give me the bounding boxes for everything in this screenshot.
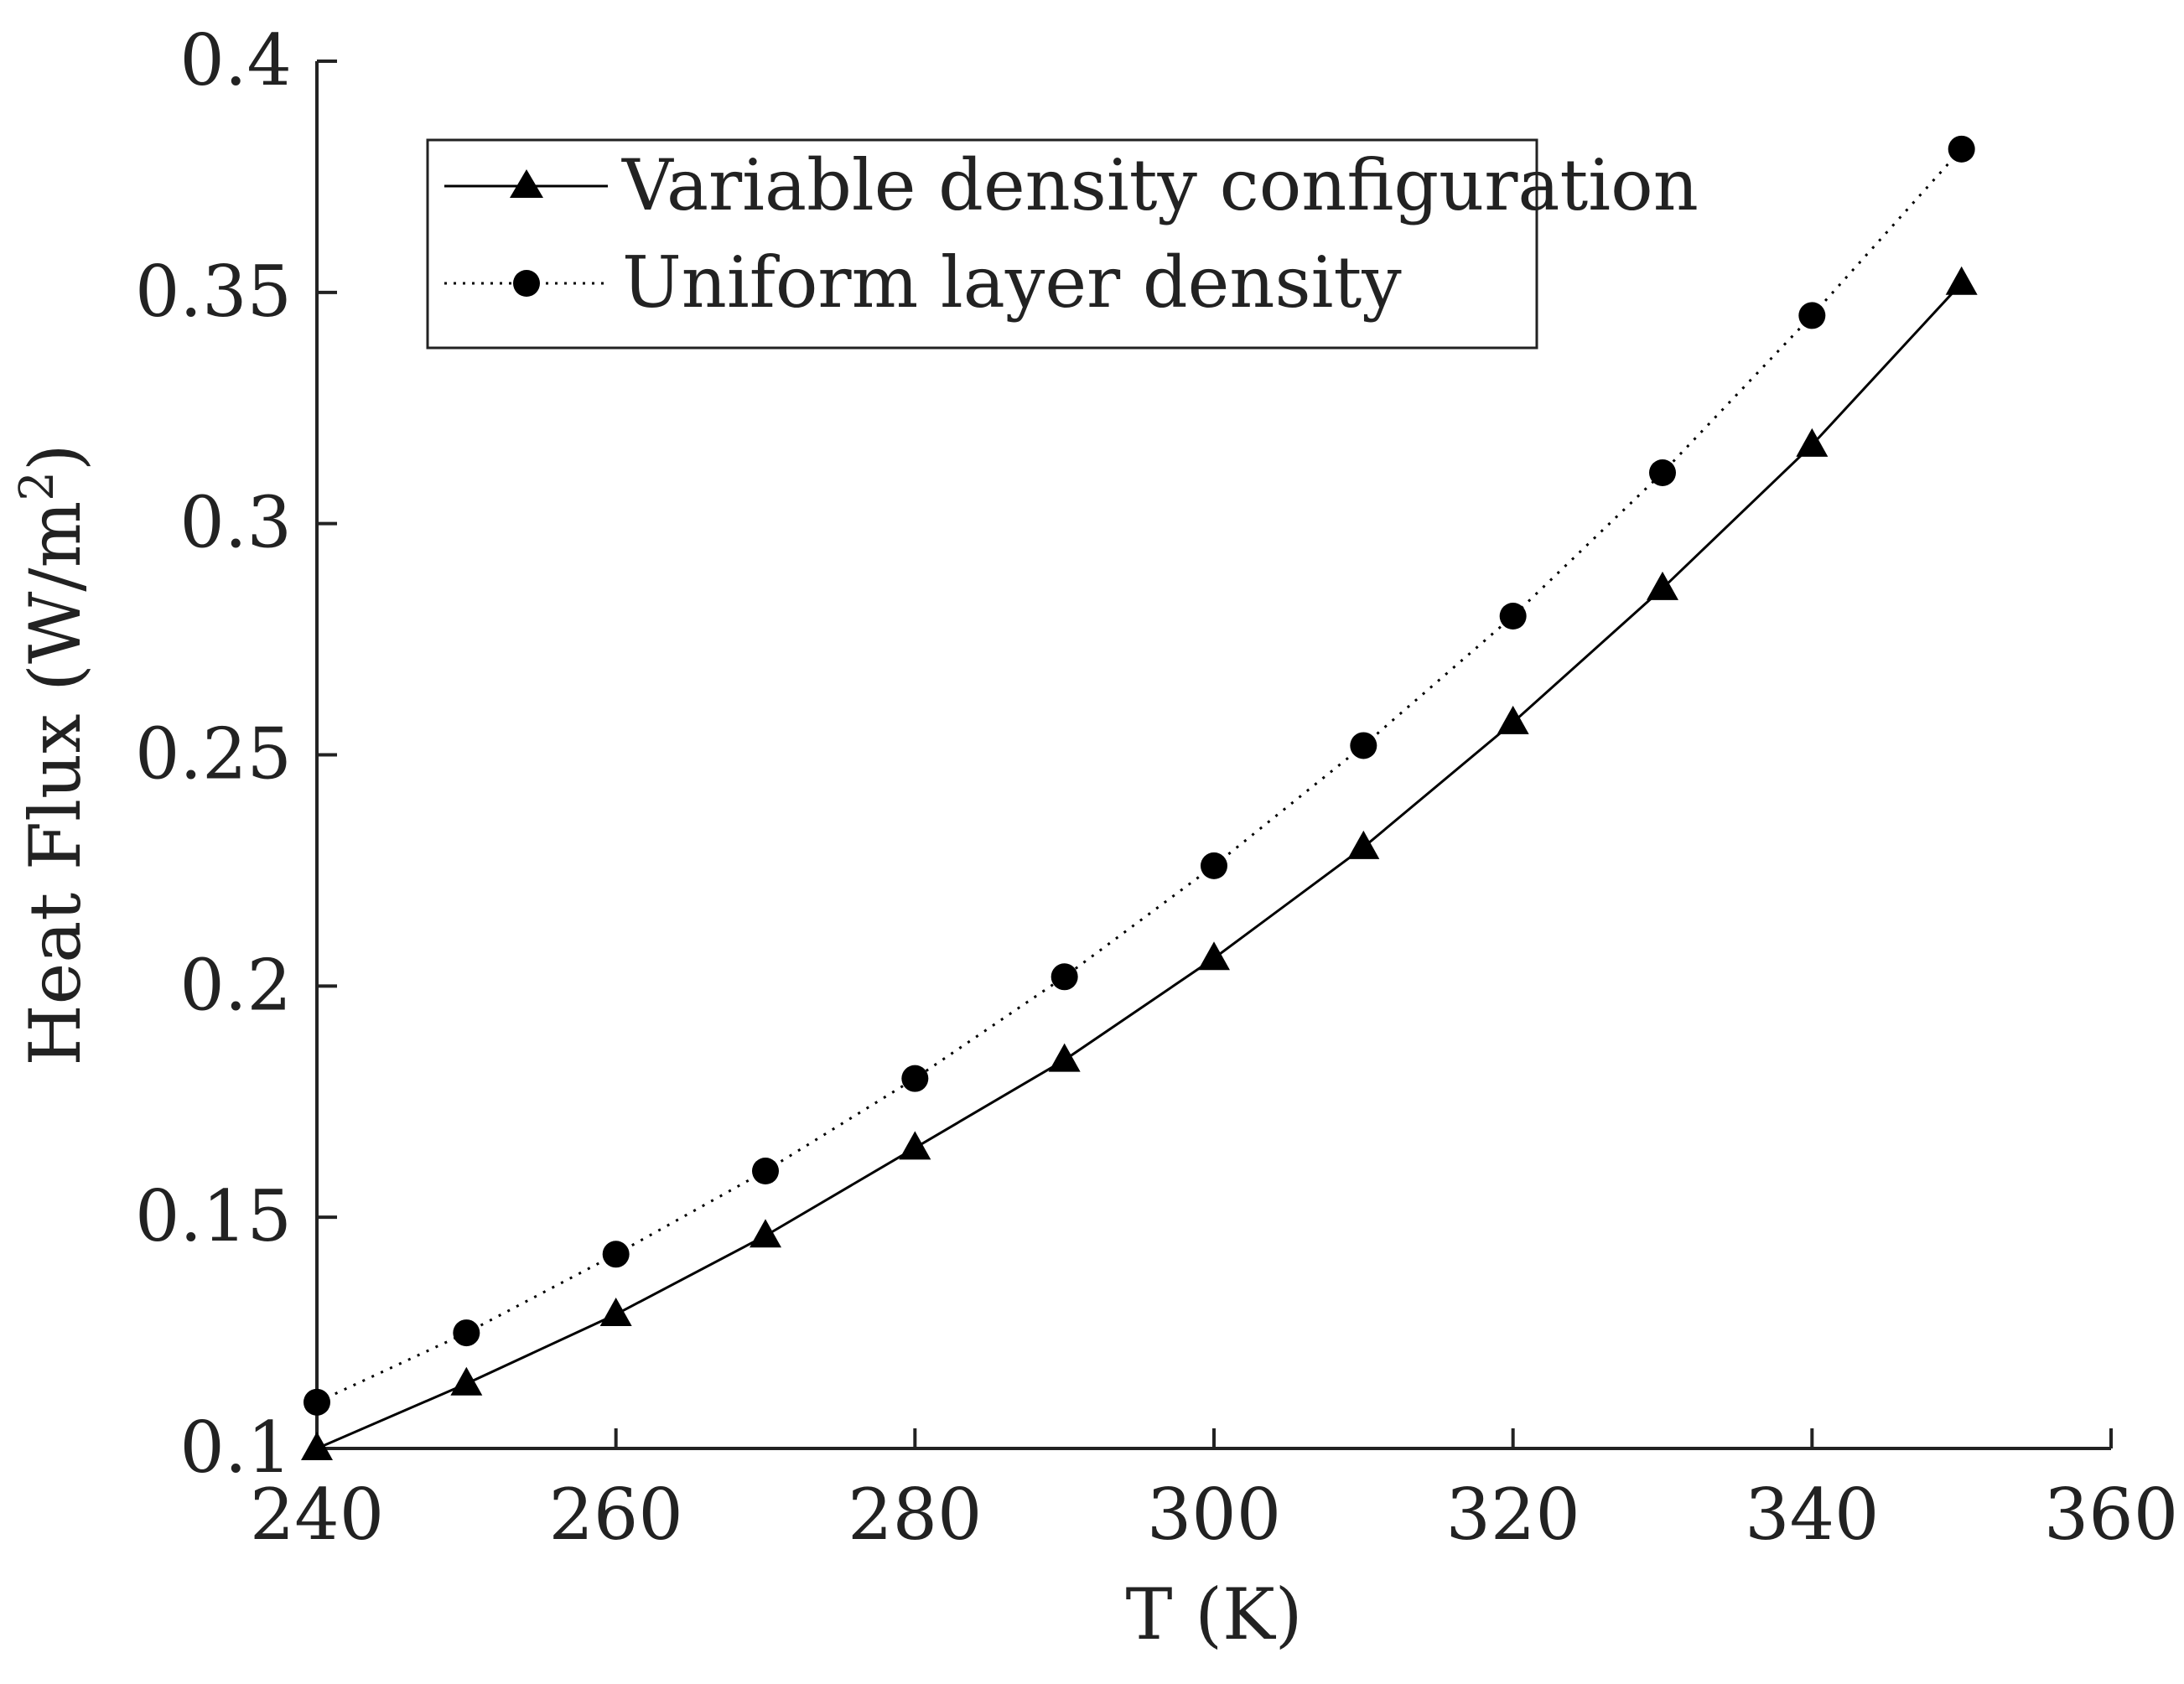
data-point-circle [752,1158,779,1184]
data-point-circle [1948,135,1975,163]
x-tick-label: 240 [250,1474,384,1556]
data-point-circle [1050,963,1078,991]
x-axis-title: T (K) [1125,1573,1302,1656]
x-tick-label: 320 [1445,1474,1580,1556]
data-point-triangle [1497,705,1529,734]
y-axis-title-superscript: 2 [10,471,65,501]
legend-label-variable-density: Variable density configuration [621,144,1699,226]
x-tick-label: 300 [1147,1474,1281,1556]
y-axis-title: Heat Flux (W/m2) [10,443,96,1065]
data-point-triangle [899,1131,931,1160]
x-tick-label: 340 [1745,1474,1879,1556]
data-point-triangle [1945,266,1978,295]
y-tick-label: 0.35 [135,251,292,333]
data-point-triangle [450,1366,483,1396]
y-tick-label: 0.3 [179,482,292,564]
data-point-circle [453,1319,480,1347]
series-layer [301,135,1978,1460]
data-point-triangle [1198,941,1230,971]
data-point-triangle [1796,427,1829,457]
data-point-circle [901,1065,929,1092]
y-tick-label: 0.15 [135,1175,292,1257]
series-line-uniform-layer [316,148,1963,1404]
data-point-circle [1201,852,1227,879]
legend-box [426,138,1538,350]
x-tick-label: 260 [548,1474,682,1556]
y-tick-label: 0.25 [135,713,292,795]
data-point-circle [602,1241,630,1268]
data-point-circle [303,1388,330,1416]
legend: Variable density configuration Uniform l… [426,138,1699,350]
y-tick-label: 0.4 [179,19,292,101]
data-point-triangle [1647,571,1678,600]
data-point-triangle [750,1219,781,1248]
legend-marker-triangle [510,169,543,198]
data-point-triangle [301,1432,333,1460]
y-tick-label: 0.2 [179,944,292,1026]
data-point-triangle [1347,830,1380,859]
y-axis-title-main: Heat Flux (W/m [14,501,96,1066]
legend-label-uniform-layer: Uniform layer density [622,241,1402,324]
series-line-variable-density [316,282,1963,1450]
y-tick-label: 0.1 [179,1407,292,1489]
data-point-circle [1649,459,1676,486]
data-point-triangle [599,1298,632,1327]
data-point-circle [1350,732,1377,759]
x-tick-label: 280 [848,1474,982,1556]
y-axis-title-suffix: ) [14,443,96,471]
data-point-circle [1499,603,1527,630]
data-point-circle [1798,302,1826,329]
x-tick-label: 360 [2044,1474,2178,1556]
data-point-triangle [1048,1043,1081,1072]
legend-marker-circle [513,270,540,297]
ticks: 240 260 280 300 320 340 360 0.1 0.15 0.2 0.25 0.3 0.… [135,19,2178,1556]
